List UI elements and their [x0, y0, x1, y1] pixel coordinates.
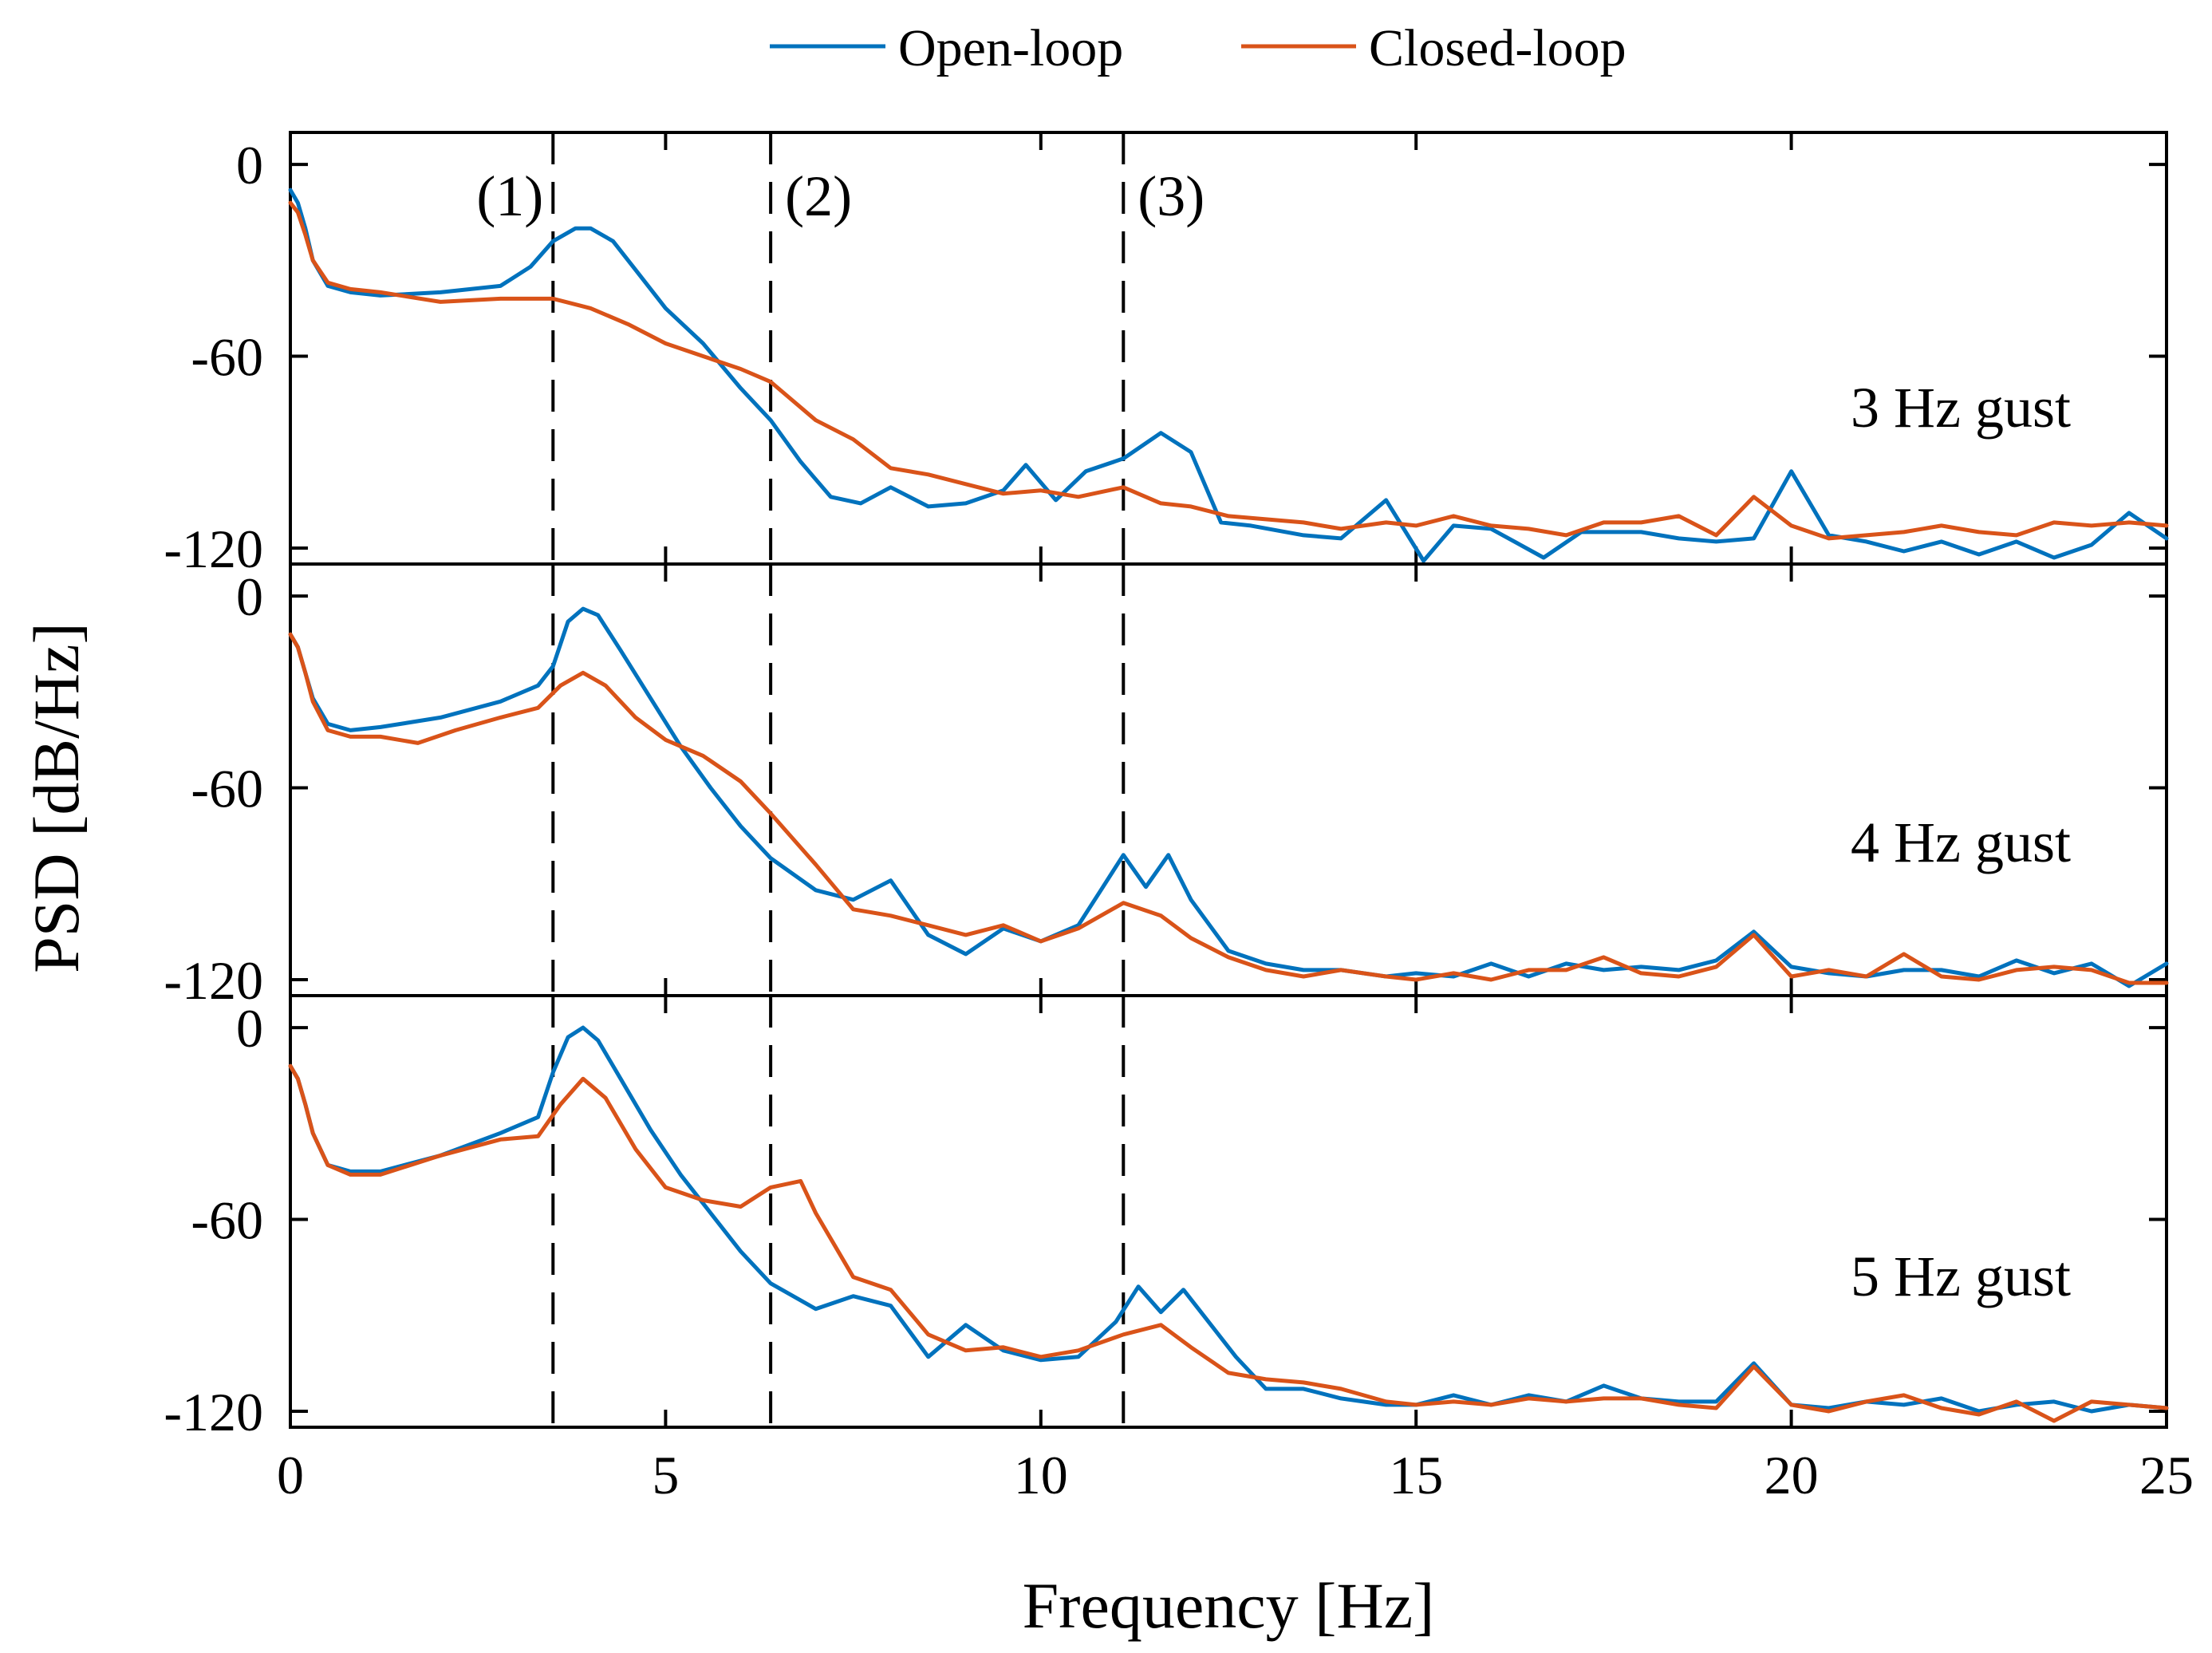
y-tick-label: 0 — [236, 135, 263, 195]
panel-frame — [289, 994, 2168, 1429]
marker-labels: (1) (2) (3) — [476, 164, 1205, 228]
x-ticks — [289, 564, 2168, 996]
y-tick-label: 0 — [236, 566, 263, 627]
x-tick-labels: 0 5 10 15 20 25 — [277, 1445, 2194, 1505]
legend-label-closed-loop: Closed-loop — [1369, 19, 1626, 77]
marker-label: (3) — [1138, 164, 1205, 228]
y-tick-label: -60 — [191, 759, 263, 819]
x-tick-label: 0 — [277, 1445, 304, 1505]
panel-label: 3 Hz gust — [1851, 376, 2071, 440]
marker-lines — [551, 996, 1126, 1427]
x-tick-label: 5 — [652, 1445, 679, 1505]
y-tick-label: 0 — [236, 998, 263, 1059]
series-closed-loop — [288, 1063, 2169, 1423]
x-tick-label: 15 — [1389, 1445, 1443, 1505]
legend-label-open-loop: Open-loop — [898, 19, 1123, 77]
x-tick-label: 10 — [1014, 1445, 1068, 1505]
panel-middle: 0 -60 -120 4 Hz gust — [164, 562, 2169, 1011]
panel-frame — [289, 131, 2168, 566]
x-ticks — [289, 996, 2168, 1427]
series-closed-loop — [288, 632, 2169, 985]
series-lines — [288, 187, 2169, 563]
panel-label: 4 Hz gust — [1851, 811, 2071, 874]
marker-lines — [551, 132, 1126, 564]
legend: Open-loop Closed-loop — [770, 19, 1626, 77]
marker-label: (1) — [476, 164, 543, 228]
y-tick-label: -120 — [164, 1382, 263, 1442]
series-lines — [288, 1025, 2169, 1423]
y-tick-label: -120 — [164, 950, 263, 1011]
y-ticks: 0 -60 -120 — [164, 135, 2167, 579]
y-ticks: 0 -60 -120 — [164, 998, 2167, 1442]
y-tick-label: -120 — [164, 519, 263, 579]
panel-frame — [289, 562, 2168, 997]
panel-top: 0 -60 -120 3 Hz gust — [164, 131, 2169, 579]
x-axis-title: Frequency [Hz] — [1023, 1569, 1435, 1642]
x-tick-label: 25 — [2139, 1445, 2194, 1505]
panel-bottom: 0 -60 -120 5 Hz gust — [164, 994, 2169, 1442]
series-open-loop — [288, 1025, 2169, 1414]
series-open-loop — [288, 187, 2169, 563]
y-tick-label: -60 — [191, 1190, 263, 1251]
y-tick-label: -60 — [191, 327, 263, 388]
marker-label: (2) — [785, 164, 852, 228]
series-lines — [288, 606, 2169, 988]
series-open-loop — [288, 606, 2169, 988]
x-ticks — [289, 132, 2168, 564]
marker-lines — [551, 564, 1126, 996]
panel-label: 5 Hz gust — [1851, 1245, 2071, 1308]
series-closed-loop — [288, 200, 2169, 541]
y-axis-title: PSD [dB/Hz] — [20, 622, 93, 973]
x-tick-label: 20 — [1764, 1445, 1819, 1505]
y-ticks: 0 -60 -120 — [164, 566, 2167, 1011]
